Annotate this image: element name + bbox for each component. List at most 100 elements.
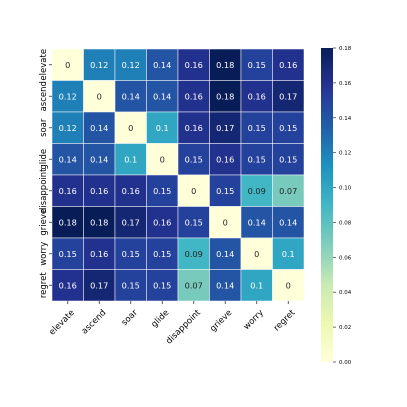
- heatmap-cell: [177, 111, 210, 144]
- y-tick-label: elevate: [39, 49, 49, 81]
- cell-value-label: 0.07: [279, 186, 297, 196]
- heatmap-cell: [146, 111, 179, 144]
- cell-value-label: 0.16: [122, 186, 140, 196]
- heatmap-cell: [177, 174, 210, 207]
- heatmap-cell: [272, 269, 305, 302]
- heatmap-cell: [209, 206, 242, 239]
- cell-value-label: 0.15: [153, 186, 171, 196]
- cell-value-label: 0.1: [282, 249, 295, 259]
- cell-value-label: 0.15: [248, 154, 266, 164]
- x-tick-label: ascend: [80, 308, 109, 337]
- cell-value-label: 0: [223, 217, 228, 227]
- heatmap-cell: [240, 174, 273, 207]
- colorbar-tick-label: 0.12: [339, 151, 351, 157]
- colorbar-tick-label: 0.14: [339, 116, 352, 122]
- heatmap-cell: [114, 111, 147, 144]
- x-tick-label: disappoint: [164, 308, 203, 347]
- cell-value-label: 0.17: [279, 91, 297, 101]
- y-tick-label: disappoint: [39, 168, 49, 213]
- heatmap-cell: [240, 143, 273, 176]
- cell-value-label: 0: [160, 154, 165, 164]
- cell-value-label: 0.14: [216, 249, 234, 259]
- heatmap-cell: [83, 80, 116, 113]
- cell-value-label: 0.15: [153, 280, 171, 290]
- y-tick-label: regret: [39, 272, 49, 298]
- cell-value-label: 0: [65, 60, 70, 70]
- cell-value-label: 0.15: [216, 186, 234, 196]
- y-tick-label: worry: [39, 242, 49, 266]
- cell-value-label: 0: [191, 186, 196, 196]
- cell-value-label: 0.16: [185, 91, 203, 101]
- heatmap-cell: [209, 111, 242, 144]
- cell-value-label: 0.14: [279, 217, 297, 227]
- y-tick-label: ascend: [39, 81, 49, 111]
- cell-value-label: 0.14: [153, 91, 171, 101]
- colorbar-tick-label: 0.06: [339, 255, 352, 261]
- cell-value-label: 0.15: [248, 123, 266, 133]
- cell-value-label: 0: [97, 91, 102, 101]
- x-tick-label: glide: [150, 308, 172, 330]
- x-tick-label: elevate: [47, 308, 76, 337]
- cell-value-label: 0.15: [122, 249, 140, 259]
- colorbar-tick-label: 0.08: [339, 220, 352, 226]
- cell-value-label: 0.15: [153, 249, 171, 259]
- cell-value-label: 0.16: [59, 186, 77, 196]
- colorbar-tick-label: 0.18: [339, 46, 352, 52]
- heatmap-cell: [209, 80, 242, 113]
- heatmap-cell: [240, 111, 273, 144]
- cell-value-label: 0.18: [59, 217, 77, 227]
- colorbar-tick-label: 0.00: [339, 360, 352, 366]
- cell-value-label: 0.12: [90, 60, 108, 70]
- colorbar-tick-label: 0.10: [339, 186, 352, 192]
- heatmap-cell: [272, 237, 305, 270]
- heatmap-cell: [146, 48, 179, 81]
- cell-value-label: 0.14: [90, 123, 108, 133]
- cell-value-label: 0.15: [185, 217, 203, 227]
- heatmap-cell: [51, 237, 84, 270]
- cell-value-label: 0.14: [216, 280, 234, 290]
- heatmap-cell: [146, 174, 179, 207]
- cell-value-label: 0.1: [156, 123, 169, 133]
- heatmap-cell: [209, 237, 242, 270]
- heatmap-cells: 0 0.12 0.12 0.14 0.16 0.18 0.15 0.16 0.12 0 0.14 0.…: [51, 48, 305, 302]
- colorbar-gradient: [321, 48, 333, 362]
- cell-value-label: 0.15: [185, 154, 203, 164]
- heatmap-cell: [114, 269, 147, 302]
- cell-value-label: 0.14: [122, 91, 140, 101]
- colorbar-tick-label: 0.04: [339, 290, 352, 296]
- heatmap-cell: [51, 48, 84, 81]
- heatmap-cell: [83, 237, 116, 270]
- cell-value-label: 0.15: [59, 249, 77, 259]
- heatmap-cell: [177, 237, 210, 270]
- heatmap-cell: [177, 269, 210, 302]
- cell-value-label: 0.14: [59, 154, 77, 164]
- colorbar: 0.00 0.02 0.04 0.06 0.08 0.10 0.12 0.14 0.16 0.18: [321, 46, 352, 366]
- heatmap-cell: [272, 174, 305, 207]
- cell-value-label: 0.16: [90, 186, 108, 196]
- heatmap-cell: [51, 143, 84, 176]
- x-tick-label: worry: [242, 308, 266, 332]
- heatmap-cell: [240, 206, 273, 239]
- heatmap-cell: [177, 206, 210, 239]
- heatmap-cell: [83, 206, 116, 239]
- cell-value-label: 0.18: [216, 91, 234, 101]
- heatmap-cell: [114, 143, 147, 176]
- cell-value-label: 0.16: [279, 60, 297, 70]
- cell-value-label: 0: [254, 249, 259, 259]
- heatmap-cell: [114, 237, 147, 270]
- x-tick-label: soar: [120, 308, 140, 328]
- cell-value-label: 0.15: [248, 60, 266, 70]
- cell-value-label: 0: [128, 123, 133, 133]
- cell-value-label: 0.14: [90, 154, 108, 164]
- cell-value-label: 0.18: [216, 60, 234, 70]
- heatmap-cell: [240, 237, 273, 270]
- heatmap-cell: [83, 111, 116, 144]
- cell-value-label: 0.14: [248, 217, 266, 227]
- heatmap-cell: [114, 48, 147, 81]
- cell-value-label: 0.16: [185, 60, 203, 70]
- heatmap-cell: [146, 80, 179, 113]
- cell-value-label: 0.18: [90, 217, 108, 227]
- heatmap-cell: [272, 206, 305, 239]
